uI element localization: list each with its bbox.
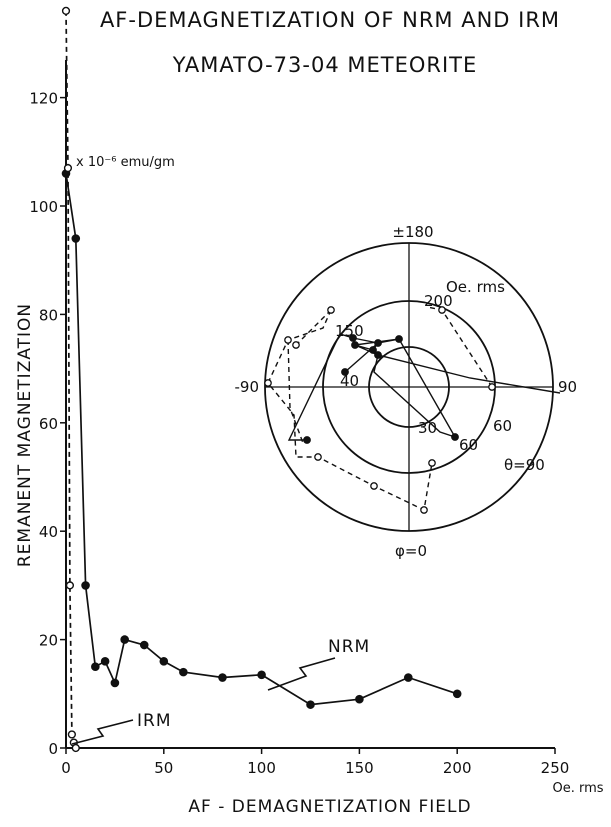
nrm-point-4	[100, 656, 110, 666]
nrm-point-15	[452, 689, 462, 699]
y-tick-label-4: 80	[39, 306, 58, 324]
polar-nrm-point-8	[303, 436, 311, 444]
x-tick-label-1: 50	[154, 759, 173, 777]
irm-callout-arrow	[71, 719, 134, 745]
polar-irm-path	[267, 306, 493, 512]
polar-irm-point-5	[370, 482, 378, 490]
polar-irm-point-9	[438, 306, 446, 314]
nrm-callout-label: NRM	[328, 637, 370, 657]
irm-point-5	[71, 743, 80, 753]
y-tick-label-5: 100	[29, 198, 58, 216]
nrm-point-2	[81, 581, 90, 590]
polar-nrm-point-0	[395, 335, 403, 343]
polar-ring-label-60: 60	[493, 417, 512, 435]
x-axis-label: AF - DEMAGNETIZATION FIELD	[188, 797, 471, 817]
nrm-point-10	[218, 673, 227, 682]
nrm-point-3	[91, 662, 100, 672]
irm-series-line	[65, 10, 77, 749]
polar-unit-label: Oe. rms	[446, 278, 505, 296]
y-unit-label: x 10⁻⁶ emu/gm	[76, 155, 175, 170]
nrm-point-12	[306, 700, 315, 709]
nrm-callout-arrow	[267, 657, 336, 691]
polar-point-label-60: 60	[459, 436, 478, 454]
irm-point-2	[65, 581, 75, 590]
y-axis-label: REMANENT MAGNETIZATION	[15, 303, 35, 567]
polar-irm-point-8	[488, 383, 496, 391]
polar-irm-point-1	[284, 336, 292, 344]
nrm-point-5	[110, 678, 120, 688]
y-tick-label-0: 0	[48, 740, 58, 758]
polar-inset: ±180 -90 90 φ=0 Oe. rms θ=90 30 60 150 4…	[235, 223, 578, 560]
polar-left-label: -90	[235, 378, 260, 396]
irm-point-0	[61, 6, 71, 15]
nrm-point-7	[139, 640, 149, 650]
polar-nrm-point-5	[374, 351, 382, 359]
x-tick-label-2: 100	[247, 759, 276, 777]
irm-point-3	[67, 730, 76, 739]
polar-nrm-point-6	[351, 341, 359, 349]
polar-irm-point-3	[292, 341, 300, 349]
polar-top-label: ±180	[392, 223, 433, 241]
polar-nrm-point-3	[349, 334, 357, 342]
polar-irm-point-7	[428, 459, 436, 467]
chart-subtitle: YAMATO-73-04 METEORITE	[172, 53, 478, 77]
x-tick-label-5: 250	[541, 759, 570, 777]
y-tick-label-6: 120	[29, 90, 58, 108]
polar-theta-label: θ=90	[504, 456, 545, 474]
nrm-point-6	[120, 635, 129, 644]
nrm-point-14	[403, 673, 413, 682]
polar-point-label-150: 150	[335, 322, 364, 340]
polar-irm-point-0	[327, 306, 335, 314]
nrm-point-9	[179, 667, 188, 677]
nrm-point-1	[71, 234, 81, 243]
nrm-series-line	[65, 173, 458, 706]
polar-bottom-label: φ=0	[395, 542, 427, 560]
polar-point-label-40: 40	[340, 372, 359, 390]
polar-nrm-point-7	[451, 433, 459, 441]
x-tick-label-4: 200	[443, 759, 472, 777]
polar-irm-point-2	[264, 379, 272, 387]
polar-nrm-point-4	[369, 346, 377, 354]
polar-right-label: 90	[558, 378, 577, 396]
nrm-point-8	[159, 656, 169, 666]
polar-nrm-point-1	[374, 339, 382, 347]
nrm-point-11	[257, 670, 266, 680]
x-unit-label: Oe. rms	[552, 781, 603, 796]
x-tick-label-0: 0	[61, 759, 71, 777]
y-tick-label-2: 40	[39, 523, 58, 541]
irm-point-1	[63, 163, 73, 173]
polar-ring-label-30: 30	[418, 419, 437, 437]
y-tick-label-1: 20	[39, 632, 58, 650]
y-tick-label-3: 60	[39, 415, 58, 433]
polar-irm-point-6	[420, 506, 428, 514]
nrm-point-13	[355, 694, 364, 704]
polar-nrm-point-2	[341, 368, 349, 376]
x-tick-label-3: 150	[345, 759, 374, 777]
irm-callout-label: IRM	[137, 711, 172, 731]
polar-point-label-200: 200	[424, 292, 453, 310]
chart-title: AF-DEMAGNETIZATION OF NRM AND IRM	[100, 8, 560, 32]
polar-irm-point-4	[314, 453, 322, 461]
